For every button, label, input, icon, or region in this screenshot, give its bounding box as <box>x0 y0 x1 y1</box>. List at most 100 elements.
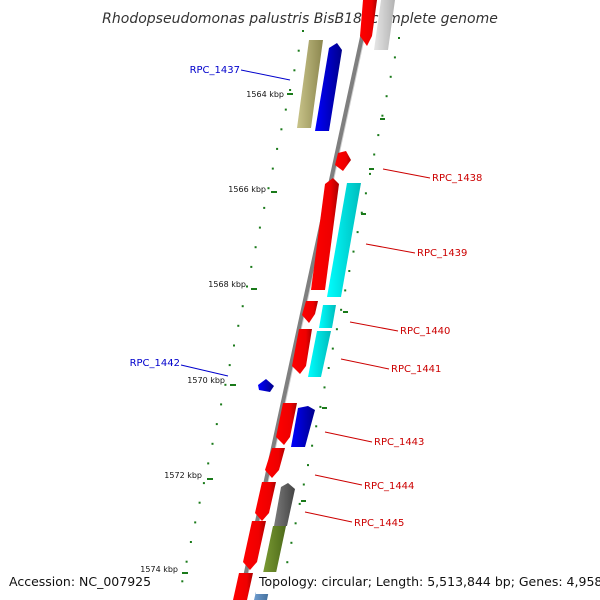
ring-dot <box>331 347 334 350</box>
ring-dot <box>364 192 367 195</box>
ring-dot <box>224 383 227 386</box>
ring-dot <box>298 502 301 505</box>
scale-tick-1566 <box>271 191 277 193</box>
topology-text: Topology: circular; Length: 5,513,844 bp… <box>258 574 600 589</box>
leader-RPC_1437 <box>240 69 291 81</box>
ring-dot <box>241 305 244 308</box>
gene-arrow[interactable] <box>291 406 315 447</box>
ring-dot <box>286 561 289 564</box>
leader-RPC_1438 <box>382 168 431 179</box>
gene-arrow[interactable] <box>292 329 312 374</box>
ring-dot <box>389 75 392 78</box>
ring-dot <box>271 167 274 170</box>
ring-dot <box>319 405 322 408</box>
ring-dot <box>258 226 261 229</box>
gene-leader-lines <box>180 69 431 523</box>
ring-dot <box>335 328 338 331</box>
ring-dot <box>398 37 400 39</box>
gene-label-RPC_1438[interactable]: RPC_1438 <box>432 173 482 184</box>
ring-dot <box>369 172 371 175</box>
ring-dot <box>290 541 293 544</box>
ring-dot <box>348 270 351 272</box>
ring-dot <box>189 541 192 543</box>
gene-arrow[interactable] <box>360 0 377 46</box>
ring-dot <box>202 482 205 485</box>
leader-RPC_1441 <box>340 358 390 370</box>
inner-tick <box>361 213 366 215</box>
scale-tick-1570 <box>230 384 236 386</box>
inner-tick <box>322 407 327 409</box>
ring-dot <box>207 462 210 465</box>
genes-outer <box>233 0 395 600</box>
gene-bar[interactable] <box>327 183 361 297</box>
gene-arrow[interactable] <box>311 178 339 290</box>
gene-label-RPC_1440[interactable]: RPC_1440 <box>400 326 450 337</box>
gene-arrow[interactable] <box>243 521 266 570</box>
scale-tick-1572 <box>207 478 213 480</box>
ring-dot <box>293 69 296 72</box>
gene-bar[interactable] <box>263 526 286 573</box>
gene-labels: RPC_1437 RPC_1438 RPC_1439 RPC_1440 RPC_… <box>130 65 483 529</box>
inner-tick <box>343 311 348 313</box>
ring-dot <box>311 444 314 447</box>
ring-dot <box>393 56 396 59</box>
ring-dot <box>194 521 197 524</box>
gene-label-RPC_1441[interactable]: RPC_1441 <box>391 364 441 375</box>
scale-label-1570: 1570 kbp <box>187 376 225 385</box>
gene-label-RPC_1442[interactable]: RPC_1442 <box>130 358 180 369</box>
leader-RPC_1439 <box>365 243 416 254</box>
gene-arrow[interactable] <box>233 573 253 600</box>
gene-arrow[interactable] <box>258 379 274 392</box>
ring-dot <box>220 403 223 406</box>
gene-arrow[interactable] <box>315 43 342 131</box>
ring-dot <box>233 344 235 347</box>
gene-label-RPC_1445[interactable]: RPC_1445 <box>354 518 404 529</box>
ring-dot <box>373 153 376 156</box>
gene-arrow[interactable] <box>276 403 297 445</box>
leader-RPC_1445 <box>304 511 353 523</box>
ring-dot <box>340 308 343 311</box>
gene-bar[interactable] <box>297 40 323 128</box>
outer-dotted-ring <box>181 30 304 583</box>
map-title: Rhodopseudomonas palustris BisB18, compl… <box>102 11 498 27</box>
ring-dot <box>280 128 283 131</box>
gene-bar[interactable] <box>374 0 395 50</box>
ring-dot <box>302 483 305 486</box>
footer: Accession: NC_007925 Topology: circular;… <box>9 572 600 594</box>
gene-label-RPC_1443[interactable]: RPC_1443 <box>374 437 424 448</box>
gene-arrow[interactable] <box>274 483 295 526</box>
gene-arrow[interactable] <box>302 301 318 323</box>
ring-dot <box>360 211 363 214</box>
ring-dot <box>237 324 240 327</box>
gene-bar[interactable] <box>308 331 331 377</box>
inner-tick <box>380 118 385 120</box>
ring-dot <box>198 501 201 504</box>
leader-RPC_1442 <box>180 364 229 377</box>
accession-text: Accession: NC_007925 <box>9 574 151 589</box>
gene-label-RPC_1437[interactable]: RPC_1437 <box>190 65 240 76</box>
ring-dot <box>323 386 326 389</box>
gene-arrow[interactable] <box>255 482 276 521</box>
ring-dot <box>377 134 380 137</box>
scale-tick-1568 <box>251 288 257 290</box>
ring-dot <box>297 49 300 52</box>
gene-arrow[interactable] <box>265 448 285 478</box>
ring-dot <box>352 250 355 253</box>
inner-dotted-ring <box>282 37 400 583</box>
ring-dot <box>381 114 384 117</box>
ring-dot <box>185 560 188 563</box>
ring-dot <box>181 580 184 583</box>
gene-label-RPC_1444[interactable]: RPC_1444 <box>364 481 414 492</box>
ring-dot <box>254 246 257 249</box>
ring-dot <box>228 364 231 367</box>
ring-dot <box>263 206 266 209</box>
gene-bar[interactable] <box>319 305 336 328</box>
footer-topology-bg <box>256 572 600 594</box>
ring-dot <box>284 108 287 111</box>
leader-RPC_1443 <box>324 431 373 443</box>
inner-tick <box>301 500 306 502</box>
ring-dot <box>211 442 214 445</box>
gene-arrow[interactable] <box>335 151 351 171</box>
gene-label-RPC_1439[interactable]: RPC_1439 <box>417 248 467 259</box>
